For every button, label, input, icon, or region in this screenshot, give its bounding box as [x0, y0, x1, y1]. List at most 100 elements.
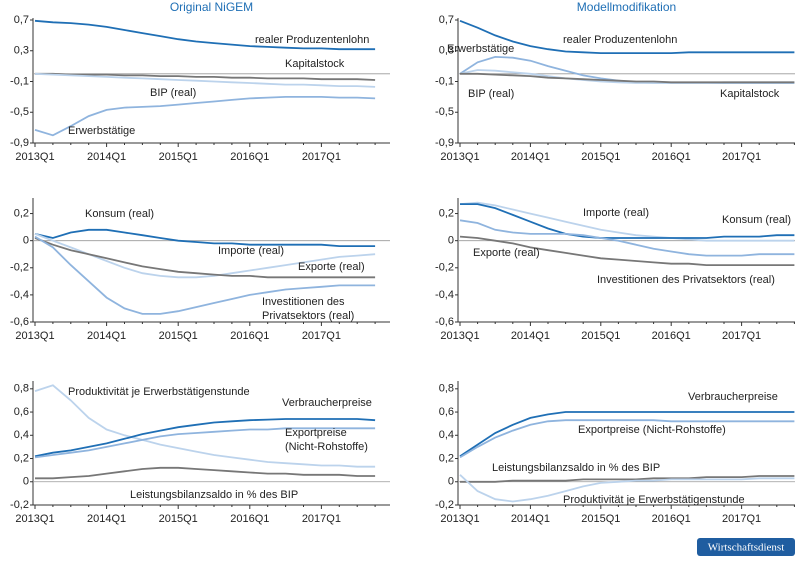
y-tick-label: -0,2	[10, 499, 29, 511]
y-tick-label: -0,5	[435, 106, 454, 118]
series-label: Erwerbstätige	[68, 125, 135, 137]
series-label: Produktivität je Erwerbstätigenstunde	[68, 386, 250, 398]
label-line: Exportpreise	[285, 427, 350, 439]
x-tick-label: 2014Q1	[511, 513, 550, 525]
series-label: Investitionen des Privatsektors (real)	[597, 274, 775, 286]
y-tick-label: -0,2	[10, 262, 29, 274]
series-line	[459, 235, 795, 266]
series-line	[459, 55, 795, 84]
x-tick-label: 2016Q1	[652, 330, 691, 342]
x-tick-label: 2014Q1	[511, 330, 550, 342]
y-tick-label: 0,6	[439, 406, 454, 418]
series-line	[459, 19, 795, 54]
x-tick-label: 2013Q1	[15, 513, 54, 525]
y-tick-label: -0,4	[10, 289, 29, 301]
series-label: Kapitalstock	[285, 58, 345, 70]
x-tick-label: 2016Q1	[230, 330, 269, 342]
y-tick-label: 0,2	[14, 207, 29, 219]
y-tick-label: 0	[23, 235, 29, 247]
series-line	[460, 203, 795, 239]
series-line	[460, 475, 795, 483]
series-label: BIP (real)	[468, 88, 514, 100]
x-tick-label: 2015Q1	[159, 330, 198, 342]
y-tick-label: 0	[448, 476, 454, 488]
x-tick-label: 2016Q1	[230, 513, 269, 525]
series-line	[34, 418, 376, 458]
y-tick-label: 0,6	[14, 406, 29, 418]
x-tick-label: 2016Q1	[652, 513, 691, 525]
x-tick-label: 2017Q1	[302, 513, 341, 525]
y-tick-label: 0,7	[14, 14, 29, 26]
series-label: Importe (real)	[583, 207, 649, 219]
y-tick-label: -0,6	[435, 316, 454, 328]
y-tick-label: 0,7	[439, 14, 454, 26]
series-label: Exporte (real)	[298, 261, 365, 273]
series-line	[35, 466, 376, 480]
series-label: Erwerbstätige	[447, 43, 514, 55]
series-line	[34, 427, 376, 459]
series-label: BIP (real)	[150, 87, 196, 99]
series-label: Leistungsbilanzsaldo in % des BIP	[130, 489, 298, 501]
y-tick-label: -0,2	[435, 262, 454, 274]
series-label: Importe (real)	[218, 245, 284, 257]
series-label: Exportpreise (Nicht-Rohstoffe)	[578, 424, 726, 436]
series-label: Exporte (real)	[473, 247, 540, 259]
series-line	[34, 237, 376, 279]
y-tick-label: 0	[23, 476, 29, 488]
series-label: Leistungsbilanzsaldo in % des BIP	[492, 462, 660, 474]
series-line	[459, 419, 795, 459]
series-label: Verbraucherpreise	[688, 391, 778, 403]
y-tick-label: 0,8	[14, 383, 29, 395]
x-tick-label: 2015Q1	[581, 513, 620, 525]
series-line	[459, 219, 795, 257]
series-label: Konsum (real)	[722, 214, 791, 226]
series-line	[34, 235, 376, 315]
x-tick-label: 2016Q1	[652, 151, 691, 163]
x-tick-label: 2013Q1	[15, 330, 54, 342]
series-label: realer Produzentenlohn	[563, 34, 677, 46]
y-tick-label: 0,2	[439, 207, 454, 219]
source-badge	[697, 538, 795, 556]
y-tick-label: 0,4	[439, 429, 454, 441]
x-tick-label: 2017Q1	[302, 330, 341, 342]
y-tick-label: 0,3	[14, 45, 29, 57]
source: Wirtschaftsdienst	[708, 542, 785, 554]
x-tick-label: 2013Q1	[440, 151, 479, 163]
x-tick-label: 2017Q1	[722, 513, 761, 525]
y-tick-label: -0,4	[435, 289, 454, 301]
series-label: Verbraucherpreise	[282, 397, 372, 409]
series-line	[34, 228, 376, 247]
x-tick-label: 2017Q1	[722, 330, 761, 342]
x-tick-label: 2013Q1	[440, 513, 479, 525]
x-tick-label: 2015Q1	[159, 513, 198, 525]
y-tick-label: 0	[448, 235, 454, 247]
series-line	[34, 72, 376, 88]
x-tick-label: 2013Q1	[440, 330, 479, 342]
x-tick-label: 2014Q1	[511, 151, 550, 163]
series-line	[34, 384, 376, 468]
series-line	[34, 19, 376, 51]
y-tick-label: 0,3	[439, 45, 454, 57]
column-title: Original NiGEM	[170, 0, 253, 14]
y-tick-label: 0,2	[439, 452, 454, 464]
x-tick-label: 2014Q1	[87, 513, 126, 525]
series-line	[35, 72, 376, 81]
x-tick-label: 2014Q1	[87, 330, 126, 342]
series-line	[459, 411, 795, 457]
y-tick-label: 0,4	[14, 429, 29, 441]
series-line	[34, 96, 376, 137]
label-line: Investitionen des	[262, 296, 348, 308]
series-line	[460, 72, 795, 84]
y-tick-label: 0,8	[439, 383, 454, 395]
series-line	[459, 474, 795, 503]
label-line: Privatsektors (real)	[262, 310, 354, 322]
series-label: Kapitalstock	[720, 88, 780, 100]
x-tick-label: 2015Q1	[581, 330, 620, 342]
x-tick-label: 2015Q1	[159, 151, 198, 163]
x-tick-label: 2014Q1	[87, 151, 126, 163]
y-tick-label: -0,1	[10, 75, 29, 87]
y-tick-label: -0,2	[435, 499, 454, 511]
label-line: (Nicht-Rohstoffe)	[285, 441, 368, 453]
